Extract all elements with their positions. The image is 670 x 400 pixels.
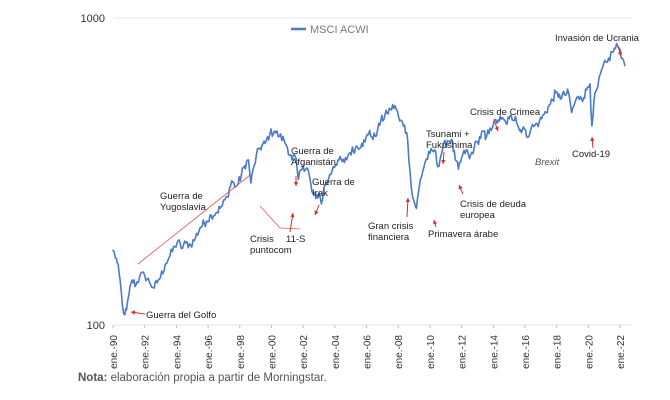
annotation-arrowhead [405,198,410,203]
annotation-arrowhead [590,137,595,142]
puntocom-bracket [259,205,281,229]
x-tick-label: ene.-92 [141,335,152,369]
annotation-fukushima: Tsunami + Fukushima [426,129,473,151]
x-tick-label: ene.-18 [553,335,564,369]
x-tick-label: ene.-12 [458,335,469,369]
y-axis: 100 1000 [81,13,105,332]
yugoslavia-span-line [137,174,251,265]
x-tick-label: ene.-94 [172,335,183,369]
x-tick-label: ene.-06 [363,335,374,369]
note-text: elaboración propia a partir de Morningst… [107,372,327,384]
annotation-arrowhead [314,210,319,215]
x-tick-label: ene.-04 [331,335,342,369]
puntocom-bracket-tail [279,227,301,230]
legend: MSCI ACWI [291,24,369,36]
x-tick-label: ene.-22 [616,335,627,369]
x-tick-label: ene.-90 [109,335,120,369]
x-tick-label: ene.-20 [584,335,595,369]
x-tick-label: ene.-14 [489,335,500,369]
annotations: Guerra del Golfo Guerra de Yugoslavia Crisi… [130,33,640,321]
annotation-arrowhead [617,51,622,56]
legend-label: MSCI ACWI [310,24,369,36]
annotation-arrowhead [131,310,136,315]
source-note: Nota: elaboración propia a partir de Mor… [78,372,327,384]
x-tick-label: ene.-98 [236,335,247,369]
annotation-brexit: Brexit [535,157,560,168]
annotation-once_s: 11-S [286,234,305,245]
annotation-afganistan: Guerra de Afganistán [291,146,336,168]
series-layer [112,42,626,316]
x-tick-label: ene.-10 [426,335,437,369]
annotation-arrowhead [433,220,438,225]
x-tick-label: ene.-08 [394,335,405,369]
gridlines [113,17,632,326]
annotation-arrowhead [458,185,463,190]
series-line-msci-acwi [112,42,626,316]
annotation-primavera: Primavera árabe [428,229,498,240]
annotation-golfo: Guerra del Golfo [146,310,216,321]
x-tick-label: ene.-00 [267,335,278,369]
x-tick-label: ene.-96 [204,335,215,369]
annotation-ucrania: Invasión de Ucrania [555,33,640,44]
x-tick-label: ene.-16 [521,335,532,369]
annotation-deuda: Crisis de deuda europea [460,199,527,221]
annotation-covid: Covid-19 [572,149,610,160]
x-axis: ene.-90 ene.-92 ene.-94 ene.-96 ene.-98 ene.-… [109,325,627,369]
annotation-yugoslavia: Guerra de Yugoslavia [160,191,207,213]
y-tick-label: 1000 [81,13,105,25]
x-tick-label: ene.-02 [299,335,310,369]
y-tick-label: 100 [87,320,105,332]
annotation-gran_crisis: Gran crisis financiera [368,221,414,243]
annotation-irak: Guerra de Irak [312,177,355,199]
annotation-arrowhead [293,182,299,186]
annotation-puntocom: Crisis puntocom [250,234,292,256]
annotation-crimea: Crisis de Crimea [470,107,541,118]
note-label: Nota: [78,372,108,384]
annotation-arrowhead [494,126,499,131]
annotation-arrowhead [441,159,446,164]
annotation-arrowhead [290,213,295,218]
